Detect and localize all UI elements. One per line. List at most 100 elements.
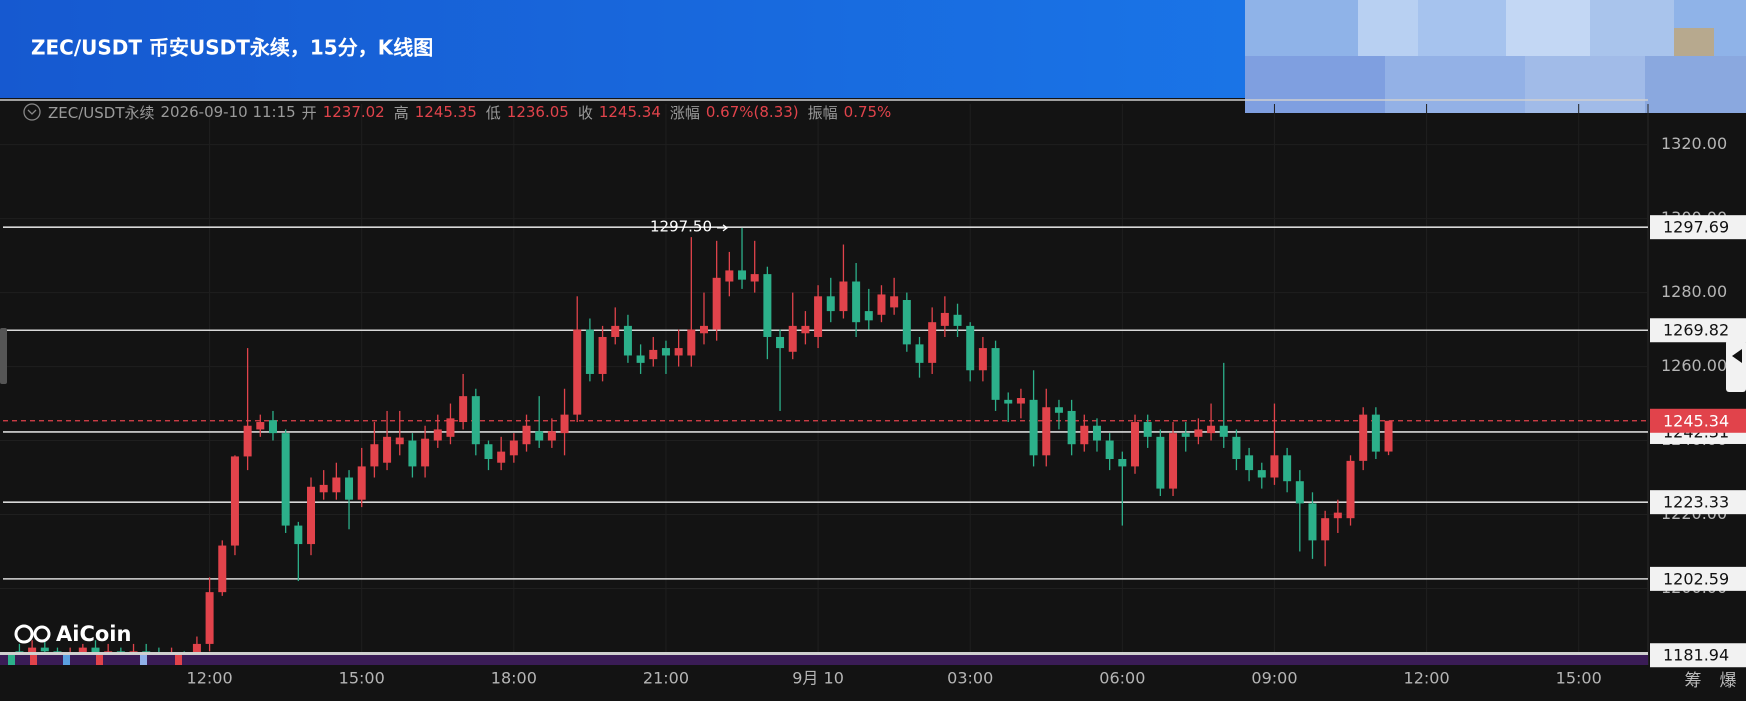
candle-body: [966, 325, 975, 371]
high-annotation: 1297.50: [650, 217, 712, 235]
candle-body: [598, 336, 607, 374]
value: 0.67%(8.33): [705, 103, 799, 121]
x-tick-label: 12:00: [187, 669, 233, 688]
candle-body: [192, 643, 201, 652]
candle-body: [484, 444, 493, 460]
right-handle[interactable]: [1726, 340, 1746, 392]
candle-body: [294, 525, 303, 545]
x-tick-label: 15:00: [1556, 669, 1602, 688]
collapse-icon[interactable]: [22, 102, 42, 122]
candle-body: [674, 348, 683, 356]
candle-body: [1181, 433, 1190, 437]
candle-body: [750, 274, 759, 282]
candle-body: [890, 296, 899, 308]
candle-body: [1054, 407, 1063, 413]
candle-body: [78, 647, 87, 652]
candle-body: [53, 651, 62, 652]
candle-body: [1308, 503, 1317, 541]
candle-body: [256, 422, 265, 430]
candle-body: [1207, 425, 1216, 434]
ohlc-info: ZEC/USDT永续 2026-09-10 11:15 开 1237.02 高 12…: [22, 101, 900, 123]
candle-body: [687, 329, 696, 356]
volume-band: [0, 655, 1648, 665]
candle-body: [1359, 414, 1368, 461]
candle-body: [877, 294, 886, 315]
candle-body: [205, 592, 214, 644]
candle-body: [1384, 420, 1393, 452]
level-label: 1202.59: [1663, 569, 1729, 588]
side-tab[interactable]: 筹: [1685, 671, 1702, 691]
candle-body: [408, 440, 417, 467]
candle-body: [788, 325, 797, 352]
candle-body: [1067, 410, 1076, 445]
candle-body: [1270, 455, 1279, 478]
candle-body: [383, 436, 392, 463]
candle-body: [978, 348, 987, 371]
candle-body: [738, 270, 747, 280]
candle-body: [243, 425, 252, 457]
last-price-label: 1245.34: [1663, 411, 1729, 430]
candle-body: [230, 456, 239, 546]
y-tick-label: 1280.00: [1661, 282, 1727, 301]
time: 2026-09-10 11:15: [160, 103, 296, 121]
candle-body: [1283, 455, 1292, 482]
label: 收: [577, 103, 593, 122]
candle-body: [940, 312, 949, 326]
candle-body: [281, 433, 290, 526]
candle-body: [1004, 399, 1013, 404]
candle-body: [40, 647, 49, 652]
candle-body: [497, 451, 506, 463]
candle-body: [826, 296, 835, 312]
candle-body: [623, 325, 632, 356]
y-tick-label: 1260.00: [1661, 356, 1727, 375]
candle-body: [585, 329, 594, 374]
candle-body: [1333, 512, 1342, 519]
label: 涨幅: [669, 103, 700, 122]
x-tick-label: 21:00: [643, 669, 689, 688]
candle-body: [345, 477, 354, 500]
x-tick-label: 9月 10: [792, 669, 844, 688]
x-tick-label: 12:00: [1404, 669, 1450, 688]
x-tick-label: 18:00: [491, 669, 537, 688]
candle-body: [725, 270, 734, 282]
candle-body: [839, 281, 848, 312]
level-label: 1297.69: [1663, 218, 1729, 237]
candle-body: [1156, 436, 1165, 489]
candle-body: [319, 484, 328, 493]
candle-body: [104, 651, 113, 652]
level-label: 1269.82: [1663, 321, 1729, 340]
x-tick-label: 03:00: [947, 669, 993, 688]
label: 开: [301, 103, 317, 122]
logo-text: AiCoin: [56, 622, 131, 646]
candle-body: [268, 420, 277, 434]
level-tag: [1650, 643, 1746, 668]
high-annotation-arrow: [717, 224, 729, 232]
side-tab[interactable]: 爆: [1720, 671, 1737, 691]
candle-body: [433, 429, 442, 441]
candle-body: [522, 425, 531, 445]
candle-body: [1295, 481, 1304, 504]
x-tick-label: 09:00: [1251, 669, 1297, 688]
candle-body: [509, 440, 518, 456]
candle-body: [142, 651, 151, 652]
value: 1237.02: [322, 103, 385, 121]
level-label: 1223.33: [1663, 493, 1729, 512]
left-handle[interactable]: [0, 328, 7, 384]
volume-bars: [8, 655, 182, 665]
candle-body: [852, 281, 861, 323]
candle-body: [471, 396, 480, 445]
candle-body: [357, 466, 366, 500]
value: 1236.05: [506, 103, 569, 121]
candle-body: [1321, 518, 1330, 541]
candle-body: [15, 651, 24, 652]
x-tick-label: 06:00: [1099, 669, 1145, 688]
value: 1245.35: [414, 103, 477, 121]
candle-body: [547, 431, 556, 441]
candle-body: [864, 311, 873, 321]
candle-body: [1371, 414, 1380, 452]
x-tick-label: 15:00: [339, 669, 385, 688]
candle-body: [573, 329, 582, 415]
candle-body: [953, 314, 962, 326]
candle-body: [801, 325, 810, 334]
candle-body: [636, 355, 645, 363]
